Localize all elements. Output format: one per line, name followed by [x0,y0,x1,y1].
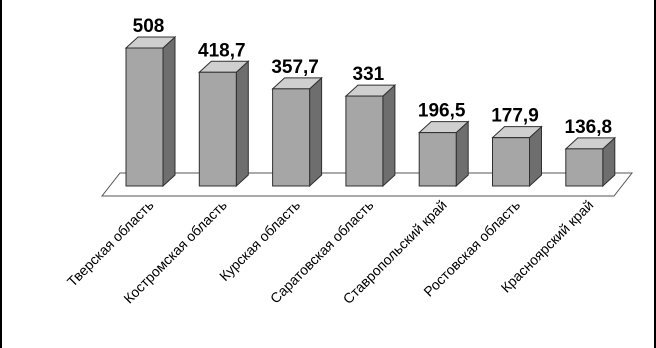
data-label: 136,8 [565,117,613,138]
bar [492,137,530,187]
data-label: 177,9 [491,106,539,127]
bar [345,95,384,187]
data-label: 331 [353,64,385,85]
bar [125,47,164,187]
data-label: 196,5 [418,101,466,122]
bar-side [235,60,249,188]
bar-side [309,76,323,188]
bar [565,148,604,187]
bar [418,132,457,187]
data-label: 418,7 [198,40,246,61]
data-label: 357,7 [271,57,319,78]
data-label: 508 [133,16,165,37]
bar-side [162,35,176,188]
bar-side [382,83,396,188]
bar [198,71,237,187]
bar [272,88,311,187]
